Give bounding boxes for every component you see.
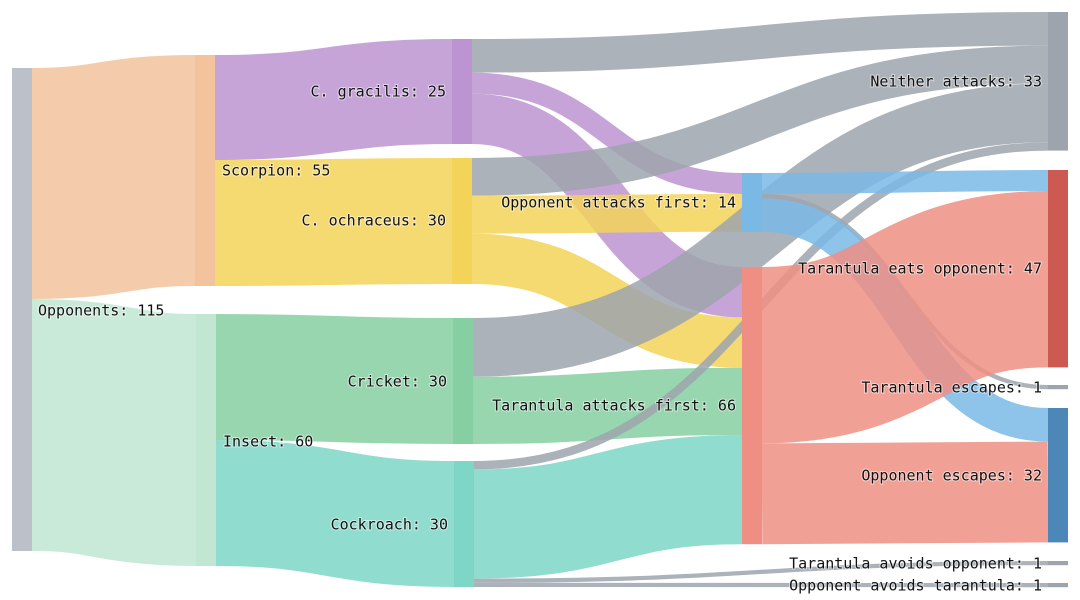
node-tarantula-attacks-first (742, 267, 762, 545)
link-opponent-attacks-first-to-tarantula-eats-opponent (761, 170, 1049, 194)
link-opponents-to-insect (30, 299, 198, 566)
label-opponent-escapes: Opponent escapes: 32 (861, 467, 1042, 485)
node-tarantula-avoids-opponent (1048, 561, 1068, 566)
link-tarantula-attacks-first-to-tarantula-eats-opponent (759, 191, 1051, 444)
node-tarantula-eats-opponent (1048, 170, 1068, 368)
label-insect: Insect: 60 (223, 433, 313, 451)
node-cockroach (454, 461, 474, 587)
link-scorpion-to-c-gracilis (214, 39, 453, 160)
label-opponent-attacks-first: Opponent attacks first: 14 (501, 194, 736, 212)
label-tarantula-attacks-first: Tarantula attacks first: 66 (492, 397, 736, 415)
label-c-ochraceus: C. ochraceus: 30 (302, 212, 447, 230)
node-insect (196, 314, 216, 566)
node-c-gracilis (452, 39, 472, 144)
link-insect-to-cockroach (215, 440, 455, 587)
link-cockroach-to-tarantula-attacks-first (473, 435, 743, 579)
label-opponent-avoids-tarantula: Opponent avoids tarantula: 1 (789, 577, 1042, 595)
link-opponents-to-scorpion (30, 55, 197, 299)
link-c-gracilis-to-opponent-attacks-first (471, 72, 743, 194)
sankey-nodes (12, 12, 1068, 588)
label-cockroach: Cockroach: 30 (331, 516, 448, 534)
node-opponent-attacks-first (742, 173, 762, 232)
node-neither-attacks (1048, 12, 1068, 151)
label-tarantula-eats-opponent: Tarantula eats opponent: 47 (798, 260, 1042, 278)
label-c-gracilis: C. gracilis: 25 (311, 83, 446, 101)
link-c-gracilis-to-neither-attacks (471, 12, 1049, 73)
label-cricket: Cricket: 30 (348, 373, 447, 391)
node-cricket (453, 318, 473, 444)
node-opponent-avoids-tarantula (1048, 583, 1068, 588)
label-tarantula-escapes: Tarantula escapes: 1 (861, 379, 1042, 397)
node-opponents (12, 68, 32, 551)
label-scorpion: Scorpion: 55 (222, 162, 330, 180)
link-insect-to-cricket (215, 314, 454, 444)
link-c-ochraceus-to-neither-attacks (471, 45, 1049, 196)
link-scorpion-to-c-ochraceus (214, 158, 453, 286)
node-c-ochraceus (452, 158, 472, 284)
sankey-links (30, 12, 1051, 588)
label-tarantula-avoids-opponent: Tarantula avoids opponent: 1 (789, 555, 1042, 573)
label-neither-attacks: Neither attacks: 33 (870, 73, 1042, 91)
label-opponents: Opponents: 115 (38, 302, 164, 320)
node-scorpion (195, 55, 215, 286)
node-tarantula-escapes (1048, 385, 1068, 390)
link-tarantula-attacks-first-to-opponent-escapes (761, 441, 1049, 545)
node-opponent-escapes (1048, 408, 1068, 543)
link-c-ochraceus-to-opponent-attacks-first (471, 194, 743, 234)
link-cockroach-to-tarantula-avoids-opponent (473, 561, 1049, 583)
link-cricket-to-tarantula-attacks-first (472, 367, 743, 444)
sankey-labels: Opponents: 115 Scorpion: 55 Insect: 60 C. g… (37, 72, 1043, 596)
